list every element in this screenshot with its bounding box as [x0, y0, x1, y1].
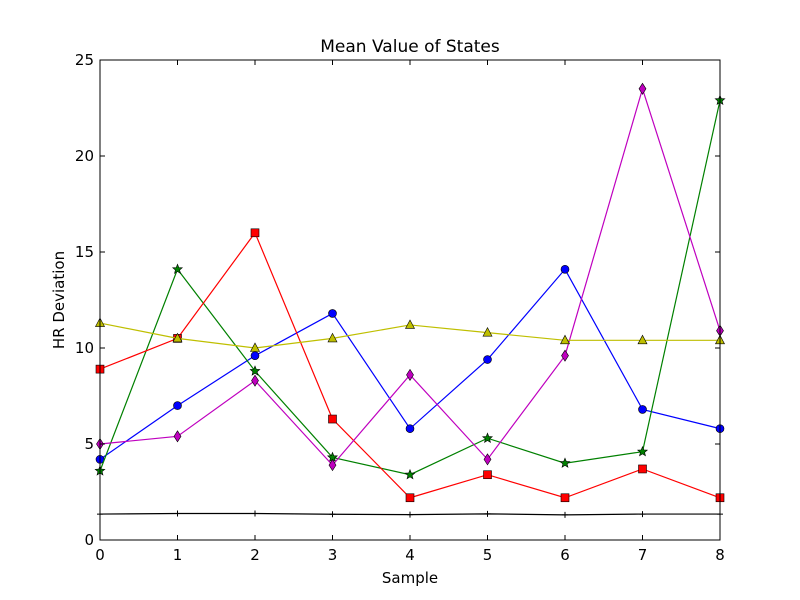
x-tick-label: 3	[328, 546, 338, 564]
y-tick-label: 5	[84, 435, 94, 453]
data-point	[405, 424, 415, 433]
data-point	[407, 511, 413, 518]
data-point	[562, 511, 568, 518]
data-point	[174, 510, 181, 517]
data-point	[637, 334, 648, 345]
x-tick-label: 4	[405, 546, 415, 564]
data-point	[636, 445, 649, 457]
data-point	[250, 351, 260, 360]
y-tick-label: 20	[75, 147, 94, 165]
x-tick-label: 1	[173, 546, 183, 564]
y-tick-label: 25	[75, 51, 94, 69]
data-point	[251, 374, 259, 387]
x-tick-label: 8	[715, 546, 725, 564]
y-axis-label: HR Deviation	[50, 251, 68, 349]
data-point	[250, 228, 260, 238]
data-point	[560, 493, 570, 503]
series-circle	[95, 264, 725, 464]
data-point	[405, 319, 415, 329]
x-tick-label: 7	[638, 546, 648, 564]
data-point	[560, 334, 570, 345]
data-point	[638, 82, 647, 95]
data-point	[171, 263, 184, 274]
data-point	[404, 468, 416, 480]
y-tick-label: 10	[75, 339, 94, 357]
data-point	[483, 355, 492, 364]
data-point	[560, 264, 570, 274]
plot-area: 0 1 2 3 4 5 6 7 8 0 5 10 15 20 25	[75, 51, 726, 564]
data-point	[173, 401, 182, 410]
series-layer	[94, 82, 726, 518]
data-point	[328, 309, 337, 318]
data-point	[250, 342, 260, 352]
x-tick-label: 5	[483, 546, 493, 564]
data-point	[328, 414, 337, 424]
y-tick-label: 0	[84, 531, 94, 549]
data-point	[481, 432, 494, 443]
series-triangle	[95, 317, 725, 352]
data-point	[638, 405, 647, 414]
data-point	[559, 457, 571, 468]
ticks-layer: 0 1 2 3 4 5 6 7 8 0 5 10 15 20 25	[75, 51, 725, 564]
x-axis-label: Sample	[382, 569, 438, 587]
data-point	[328, 459, 337, 472]
data-point	[483, 470, 492, 480]
data-point	[173, 430, 182, 443]
x-tick-label: 6	[560, 546, 570, 564]
data-point	[405, 493, 415, 503]
data-point	[638, 464, 647, 474]
data-point	[327, 332, 338, 343]
data-point	[639, 511, 646, 518]
data-point	[482, 326, 493, 337]
x-tick-label: 0	[95, 546, 105, 564]
data-point	[249, 365, 261, 376]
x-tick-label: 2	[250, 546, 260, 564]
data-point	[329, 511, 336, 518]
data-point	[483, 453, 492, 466]
data-point	[561, 349, 569, 362]
data-point	[406, 368, 414, 381]
data-point	[484, 510, 491, 517]
plot-border	[99, 59, 721, 541]
data-point	[172, 332, 183, 343]
y-tick-label: 15	[75, 243, 94, 261]
chart-title: Mean Value of States	[320, 37, 500, 57]
plot-frame	[100, 60, 720, 540]
data-point	[252, 510, 258, 517]
